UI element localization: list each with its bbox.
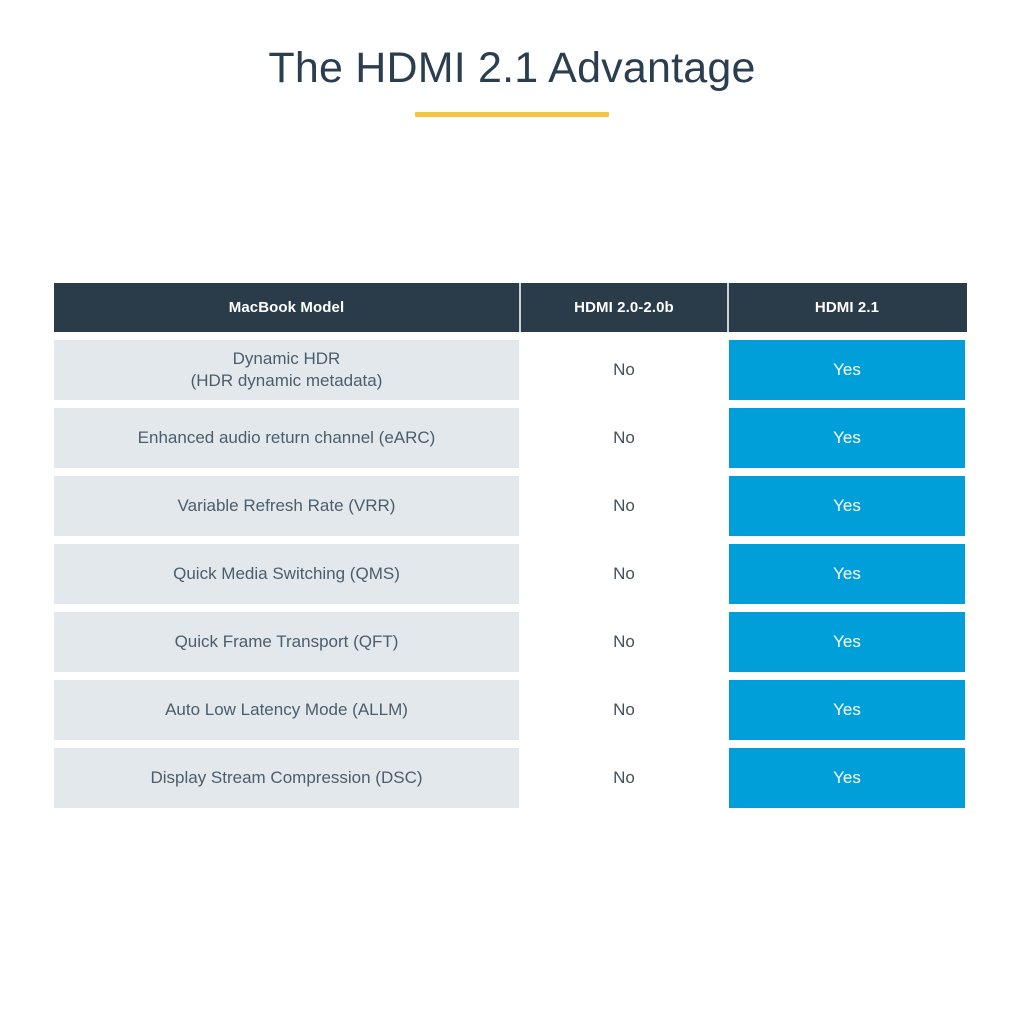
table-row: Quick Frame Transport (QFT) No Yes (54, 612, 967, 672)
hdmi20-support-cell: No (519, 748, 729, 808)
feature-label-line1: Dynamic HDR (232, 348, 341, 368)
feature-label: Variable Refresh Rate (VRR) (177, 495, 396, 515)
feature-cell: Enhanced audio return channel (eARC) (54, 408, 519, 468)
hdmi21-support-cell: Yes (729, 544, 965, 604)
table-header-row: MacBook Model HDMI 2.0-2.0b HDMI 2.1 (54, 283, 967, 332)
column-header-macbook-model: MacBook Model (228, 299, 345, 316)
column-header-hdmi-21: HDMI 2.1 (814, 299, 880, 316)
feature-label: Quick Media Switching (QMS) (173, 563, 400, 583)
comparison-table: MacBook Model HDMI 2.0-2.0b HDMI 2.1 Dyn… (54, 283, 967, 808)
column-header-hdmi-20: HDMI 2.0-2.0b (519, 283, 729, 332)
feature-cell: Quick Frame Transport (QFT) (54, 612, 519, 672)
table-row: Display Stream Compression (DSC) No Yes (54, 748, 967, 808)
feature-label: Enhanced audio return channel (eARC) (137, 427, 436, 447)
hdmi20-support-cell: No (519, 680, 729, 740)
hdmi20-support-cell: No (519, 612, 729, 672)
feature-label: Auto Low Latency Mode (ALLM) (165, 699, 408, 719)
hdmi21-support-cell: Yes (729, 408, 965, 468)
hdmi21-support-cell: Yes (729, 680, 965, 740)
hdmi21-support-cell: Yes (729, 340, 965, 400)
feature-cell: Quick Media Switching (QMS) (54, 544, 519, 604)
feature-label: Quick Frame Transport (QFT) (174, 631, 399, 651)
table-body: Dynamic HDR (HDR dynamic metadata) No Ye… (54, 332, 967, 808)
table-row: Quick Media Switching (QMS) No Yes (54, 544, 967, 604)
title-accent-rule (415, 112, 609, 118)
table-row: Dynamic HDR (HDR dynamic metadata) No Ye… (54, 340, 967, 400)
hdmi20-support-cell: No (519, 544, 729, 604)
table-row: Variable Refresh Rate (VRR) No Yes (54, 476, 967, 536)
hdmi21-support-cell: Yes (729, 748, 965, 808)
hdmi21-support-cell: Yes (729, 476, 965, 536)
feature-cell: Dynamic HDR (HDR dynamic metadata) (54, 340, 519, 400)
hdmi21-support-cell: Yes (729, 612, 965, 672)
feature-cell: Auto Low Latency Mode (ALLM) (54, 680, 519, 740)
feature-label: Display Stream Compression (DSC) (150, 767, 423, 787)
feature-cell: Display Stream Compression (DSC) (54, 748, 519, 808)
hdmi20-support-cell: No (519, 408, 729, 468)
hdmi20-support-cell: No (519, 340, 729, 400)
feature-label-line2: (HDR dynamic metadata) (190, 371, 383, 390)
title-block: The HDMI 2.1 Advantage (0, 44, 1024, 118)
table-row: Auto Low Latency Mode (ALLM) No Yes (54, 680, 967, 740)
table-row: Enhanced audio return channel (eARC) No … (54, 408, 967, 468)
page-title: The HDMI 2.1 Advantage (268, 44, 756, 92)
feature-cell: Variable Refresh Rate (VRR) (54, 476, 519, 536)
hdmi20-support-cell: No (519, 476, 729, 536)
